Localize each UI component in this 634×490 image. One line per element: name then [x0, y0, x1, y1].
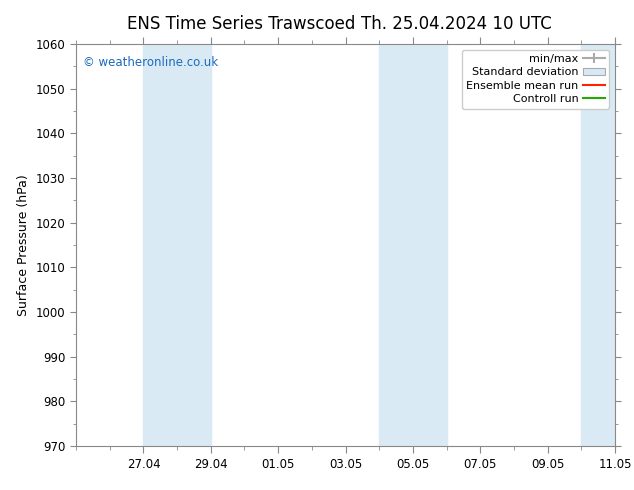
- Bar: [581, 44, 615, 446]
- Text: Th. 25.04.2024 10 UTC: Th. 25.04.2024 10 UTC: [361, 15, 552, 33]
- Text: © weatheronline.co.uk: © weatheronline.co.uk: [82, 56, 217, 69]
- Y-axis label: Surface Pressure (hPa): Surface Pressure (hPa): [17, 174, 30, 316]
- Legend: min/max, Standard deviation, Ensemble mean run, Controll run: min/max, Standard deviation, Ensemble me…: [462, 49, 609, 109]
- Bar: [379, 44, 446, 446]
- Text: ENS Time Series Trawscoed: ENS Time Series Trawscoed: [127, 15, 355, 33]
- Bar: [143, 44, 210, 446]
